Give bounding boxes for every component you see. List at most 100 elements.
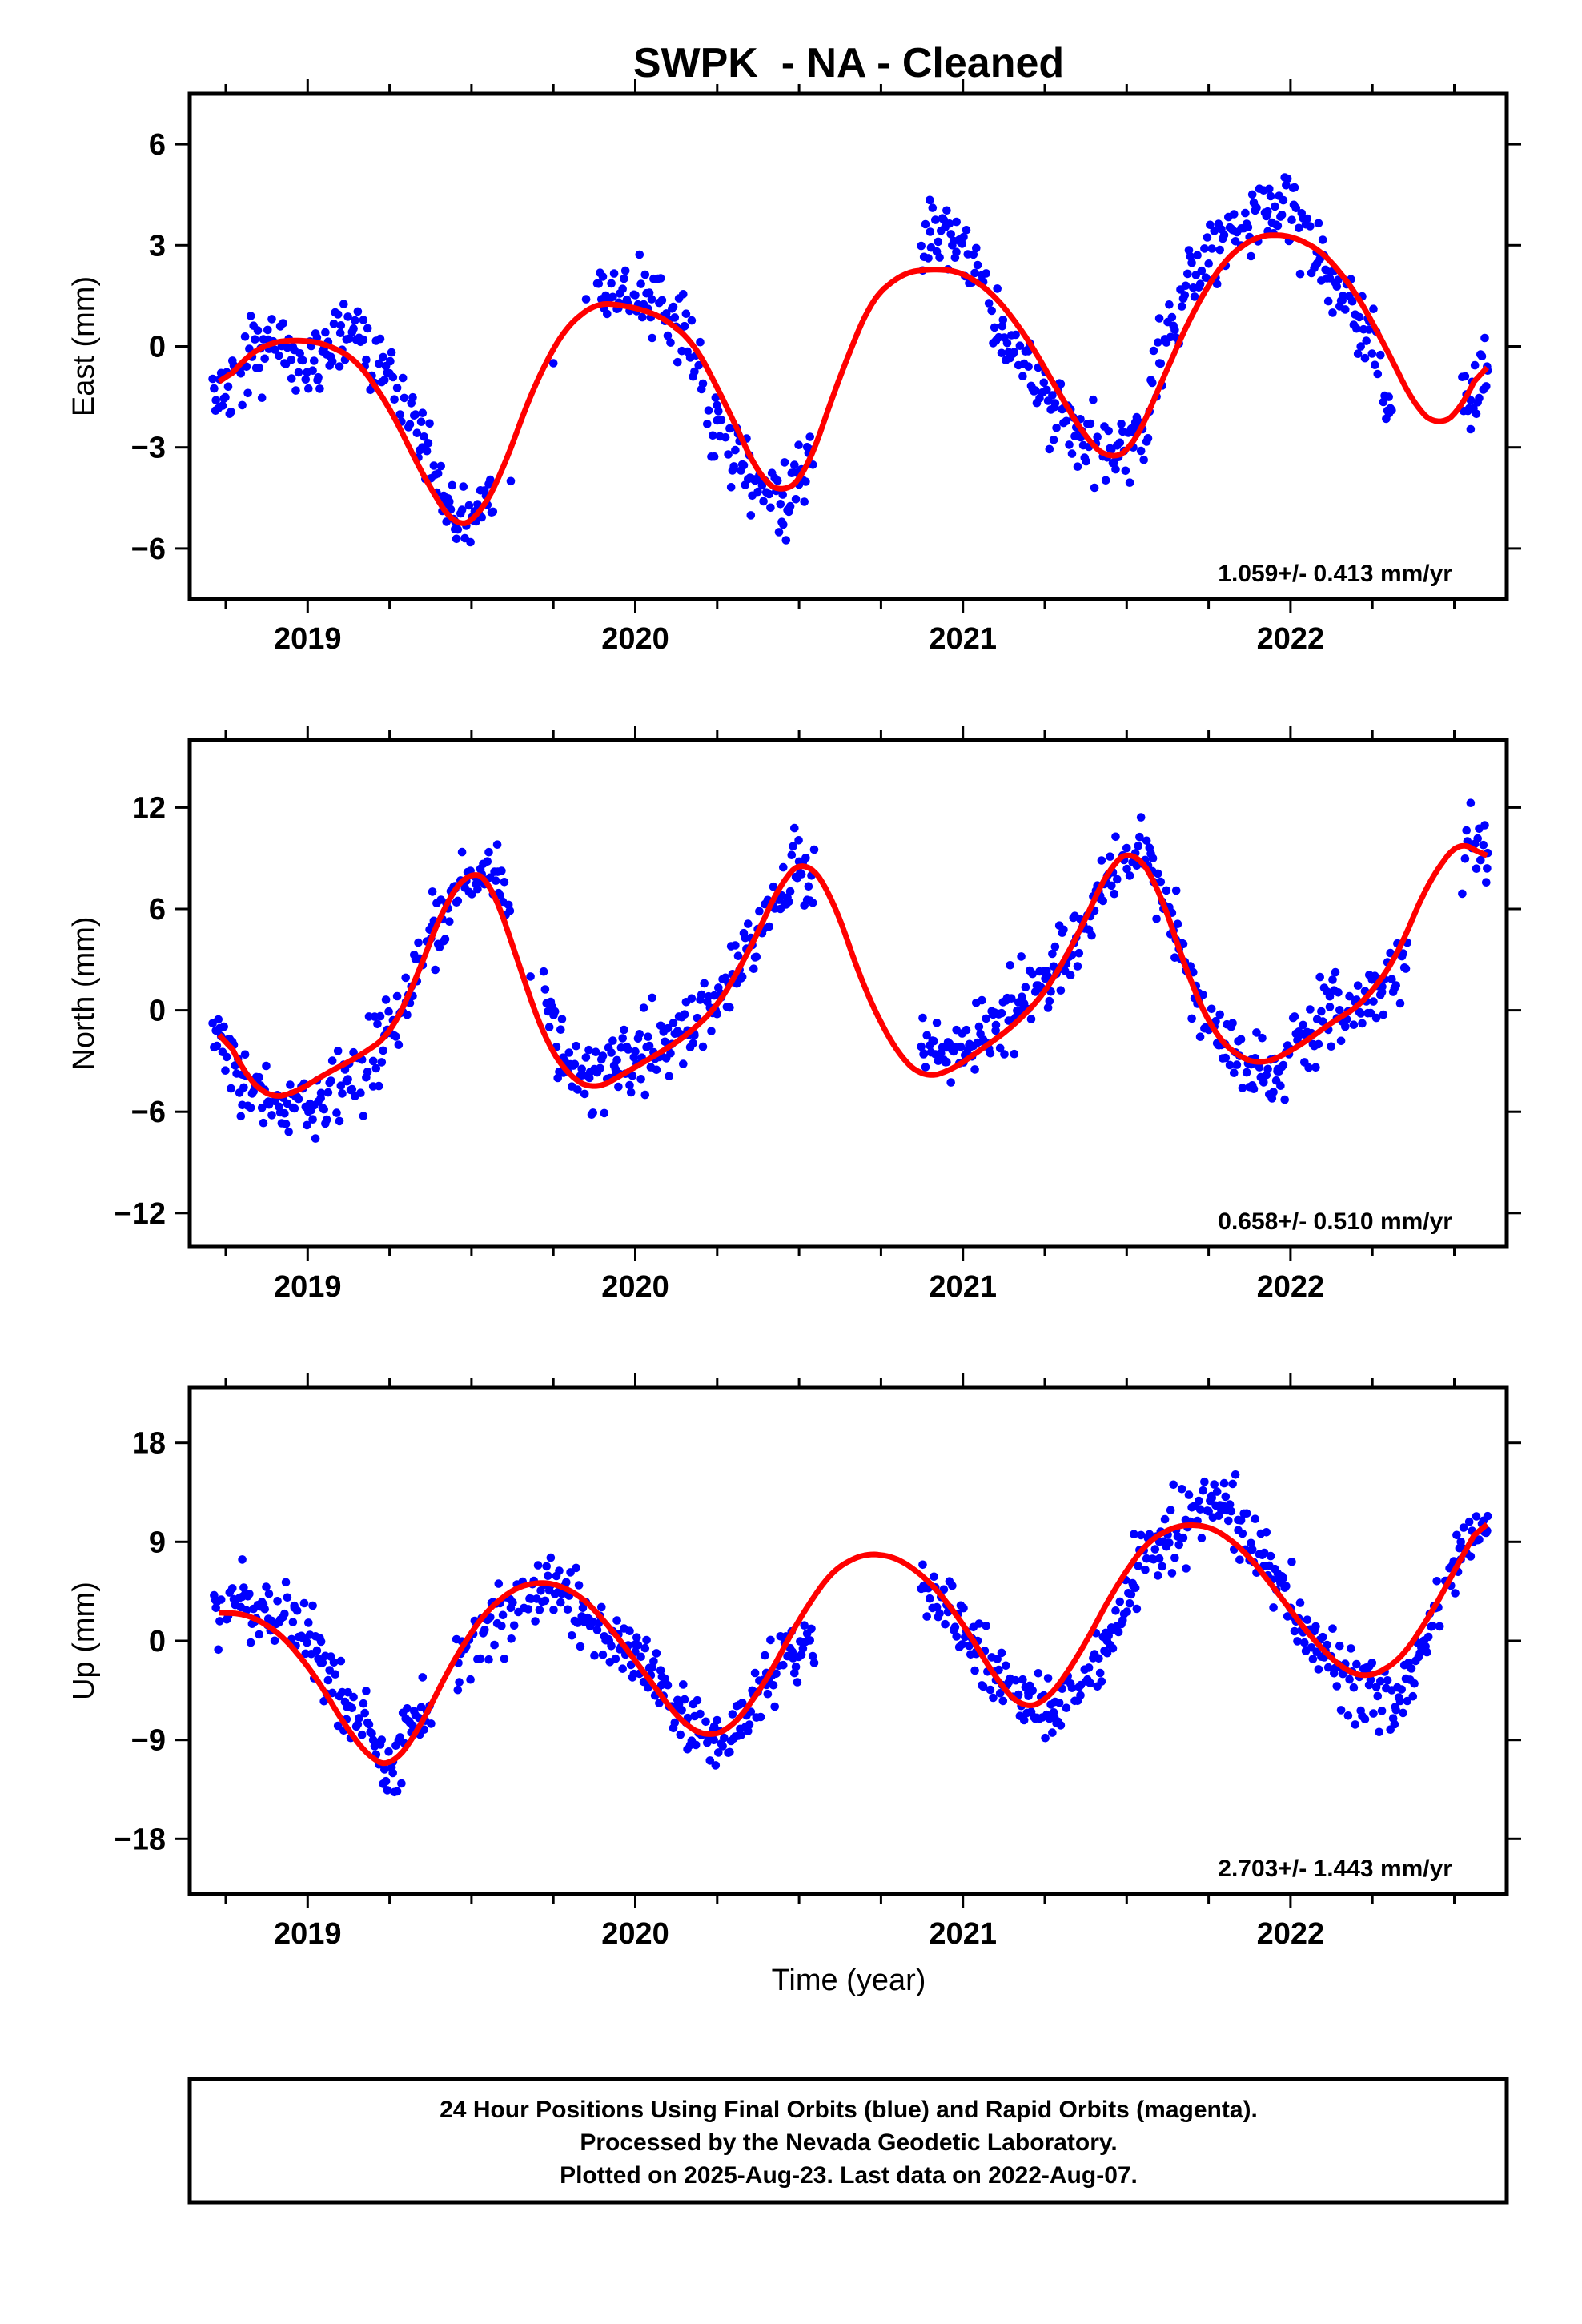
data-point: [343, 1703, 351, 1711]
observation-point: [500, 1655, 509, 1663]
observation-point: [281, 1578, 291, 1587]
observation-point: [405, 420, 415, 429]
observation-point: [1451, 1589, 1460, 1598]
y-tick-label: 0: [149, 331, 166, 364]
observation-point: [921, 1063, 930, 1072]
observation-point: [935, 1609, 944, 1618]
data-point: [526, 972, 535, 981]
observation-point: [922, 1031, 931, 1040]
observation-point: [713, 1010, 721, 1019]
observation-point: [540, 1596, 550, 1606]
observation-point: [556, 1598, 565, 1607]
observation-point: [1327, 1042, 1335, 1051]
data-layer: [208, 798, 1492, 1143]
observation-point: [687, 994, 697, 1003]
observation-point: [1336, 1706, 1346, 1715]
observation-point: [1460, 372, 1470, 381]
observation-point: [1318, 235, 1327, 244]
observation-point: [542, 1562, 551, 1571]
observation-point: [1224, 1516, 1233, 1526]
observation-point: [1408, 1691, 1418, 1701]
data-point: [1339, 1669, 1347, 1679]
observation-point: [279, 319, 287, 328]
observation-point: [275, 351, 283, 360]
observation-point: [1383, 1676, 1392, 1685]
data-point: [709, 1735, 718, 1744]
observation-point: [310, 356, 319, 365]
data-point: [1289, 200, 1299, 210]
observation-point: [264, 1589, 274, 1598]
observation-point: [1325, 991, 1335, 1001]
observation-point: [928, 203, 938, 212]
observation-point: [1323, 296, 1333, 306]
observation-point: [744, 1727, 753, 1735]
data-point: [1207, 1494, 1216, 1502]
observation-point: [1002, 1661, 1010, 1671]
observation-point: [1145, 1530, 1154, 1539]
observation-point: [1349, 1020, 1359, 1029]
observation-point: [1352, 324, 1361, 333]
observation-point: [1403, 1696, 1412, 1706]
observation-point: [970, 1666, 979, 1675]
observation-point: [1464, 1517, 1474, 1526]
observation-point: [1460, 854, 1470, 863]
data-point: [480, 1626, 489, 1634]
observation-point: [689, 1039, 697, 1048]
observation-point: [631, 291, 640, 300]
observation-point: [1084, 1663, 1094, 1672]
observation-point: [1279, 195, 1288, 205]
observation-point: [1056, 1721, 1066, 1730]
observation-point: [1067, 449, 1077, 458]
observation-point: [1283, 174, 1292, 183]
observation-point: [294, 1094, 303, 1104]
data-point: [335, 328, 345, 338]
observation-point: [628, 1072, 637, 1080]
observation-point: [359, 1112, 368, 1120]
observation-point: [794, 440, 803, 449]
observation-point: [698, 379, 708, 388]
observation-point: [1187, 259, 1196, 267]
observation-point: [308, 1601, 317, 1610]
observation-point: [1432, 1577, 1441, 1586]
data-point: [506, 476, 516, 486]
data-point: [368, 1056, 378, 1066]
observation-point: [544, 1023, 554, 1031]
x-tick-label: 2020: [601, 1917, 669, 1951]
panel-north: 2019 2020 2021 2022 −12 −6 0 6 12 North (mm) 0.658…: [67, 726, 1521, 1304]
observation-point: [635, 1030, 644, 1039]
observation-point: [959, 232, 968, 242]
observation-point: [448, 480, 457, 490]
observation-point: [253, 326, 263, 335]
observation-point: [316, 1637, 326, 1647]
observation-point: [236, 1112, 246, 1121]
observation-point: [1200, 244, 1209, 253]
observation-point: [974, 1619, 984, 1628]
observation-point: [1104, 426, 1113, 436]
observation-point: [1308, 1655, 1318, 1663]
velocity-annotation: 0.658+/- 0.510 mm/yr: [1218, 1208, 1452, 1235]
observation-point: [1056, 380, 1066, 388]
observation-point: [343, 312, 352, 321]
observation-point: [1423, 1632, 1433, 1642]
observation-point: [1114, 1627, 1123, 1637]
observation-point: [1110, 889, 1119, 899]
x-tick-label: 2022: [1257, 1917, 1325, 1951]
data-point: [584, 1073, 594, 1083]
observation-point: [990, 323, 999, 332]
observation-point: [636, 1075, 645, 1084]
observation-point: [666, 338, 675, 348]
observation-point: [1356, 342, 1365, 351]
observation-point: [431, 965, 440, 975]
observation-point: [1373, 369, 1383, 379]
observation-point: [1247, 190, 1257, 199]
observation-point: [644, 1032, 652, 1041]
observation-point: [1122, 864, 1131, 874]
observation-point: [934, 237, 943, 247]
observation-point: [1258, 1033, 1267, 1043]
observation-point: [442, 517, 451, 526]
observation-point: [1482, 382, 1491, 391]
observation-point: [228, 1584, 237, 1593]
observation-point: [267, 1111, 276, 1120]
observation-point: [597, 1602, 606, 1612]
x-tick-label: 2021: [929, 1270, 997, 1304]
